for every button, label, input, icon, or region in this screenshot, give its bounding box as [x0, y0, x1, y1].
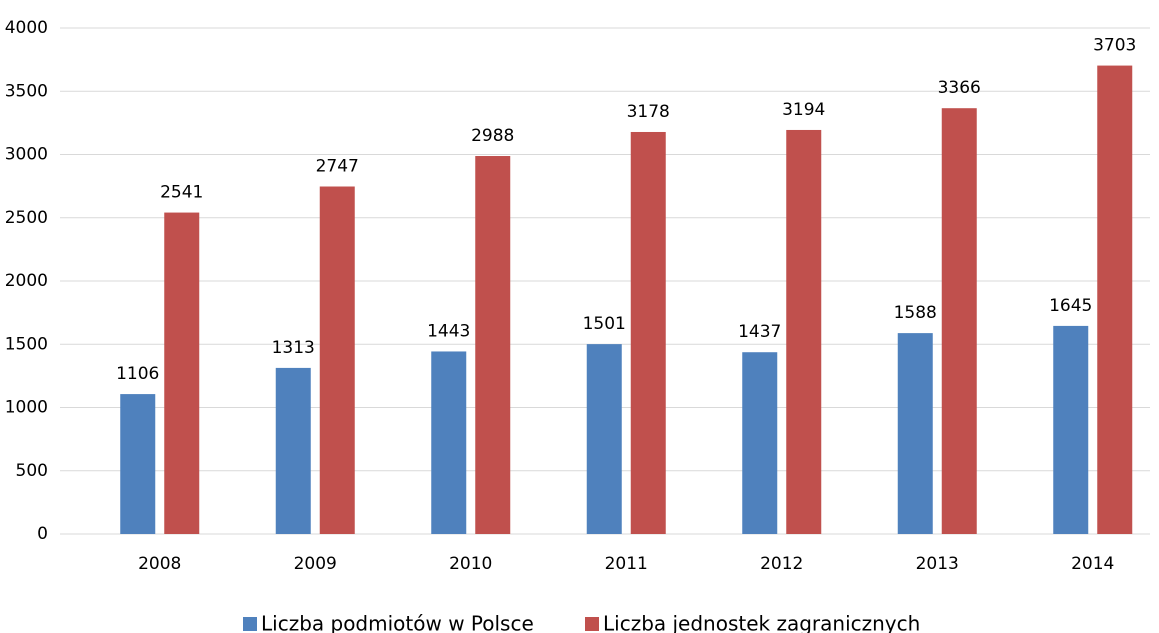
- y-tick-label: 2500: [5, 208, 48, 228]
- x-tick-label: 2008: [138, 554, 181, 574]
- data-label: 3366: [938, 78, 981, 98]
- y-tick-label: 1500: [5, 334, 48, 354]
- bar: [897, 333, 933, 534]
- y-tick-label: 0: [37, 524, 48, 544]
- bar: [742, 352, 778, 534]
- data-label: 1443: [427, 321, 470, 341]
- data-label: 1588: [894, 303, 937, 323]
- x-tick-label: 2012: [760, 554, 803, 574]
- y-tick-label: 2000: [5, 271, 48, 291]
- data-label: 3194: [782, 100, 825, 120]
- bar: [786, 129, 822, 535]
- bar: [1053, 325, 1089, 534]
- data-label: 3178: [627, 102, 670, 122]
- data-label: 1313: [272, 338, 315, 358]
- data-label: 2988: [471, 126, 514, 146]
- bar: [431, 351, 467, 534]
- x-tick-label: 2011: [605, 554, 648, 574]
- data-label: 1501: [583, 314, 626, 334]
- data-label: 1106: [116, 364, 159, 384]
- y-tick-label: 3500: [5, 81, 48, 101]
- data-label: 3703: [1093, 36, 1136, 56]
- x-tick-label: 2014: [1071, 554, 1114, 574]
- bar: [475, 156, 511, 534]
- bar: [586, 344, 622, 534]
- y-tick-label: 4000: [5, 18, 48, 38]
- bar: [630, 131, 666, 534]
- x-tick-label: 2013: [916, 554, 959, 574]
- data-label: 2541: [160, 183, 203, 203]
- y-tick-label: 3000: [5, 145, 48, 165]
- data-label: 1437: [738, 322, 781, 342]
- legend-swatch: [585, 617, 599, 631]
- y-tick-label: 1000: [5, 398, 48, 418]
- x-tick-label: 2009: [294, 554, 337, 574]
- bar: [164, 212, 200, 534]
- data-label: 2747: [316, 157, 359, 177]
- bar: [319, 186, 355, 534]
- bar: [120, 394, 156, 534]
- bar: [941, 108, 977, 535]
- bar: [1097, 65, 1133, 535]
- bar: [275, 367, 311, 534]
- legend-swatch: [243, 617, 257, 631]
- x-tick-label: 2010: [449, 554, 492, 574]
- data-label: 1645: [1049, 296, 1092, 316]
- legend-label: Liczba jednostek zagranicznych: [603, 612, 920, 633]
- y-tick-label: 500: [16, 461, 48, 481]
- legend-label: Liczba podmiotów w Polsce: [261, 612, 534, 633]
